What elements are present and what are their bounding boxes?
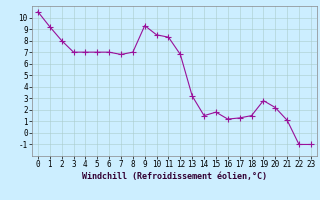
X-axis label: Windchill (Refroidissement éolien,°C): Windchill (Refroidissement éolien,°C) — [82, 172, 267, 181]
